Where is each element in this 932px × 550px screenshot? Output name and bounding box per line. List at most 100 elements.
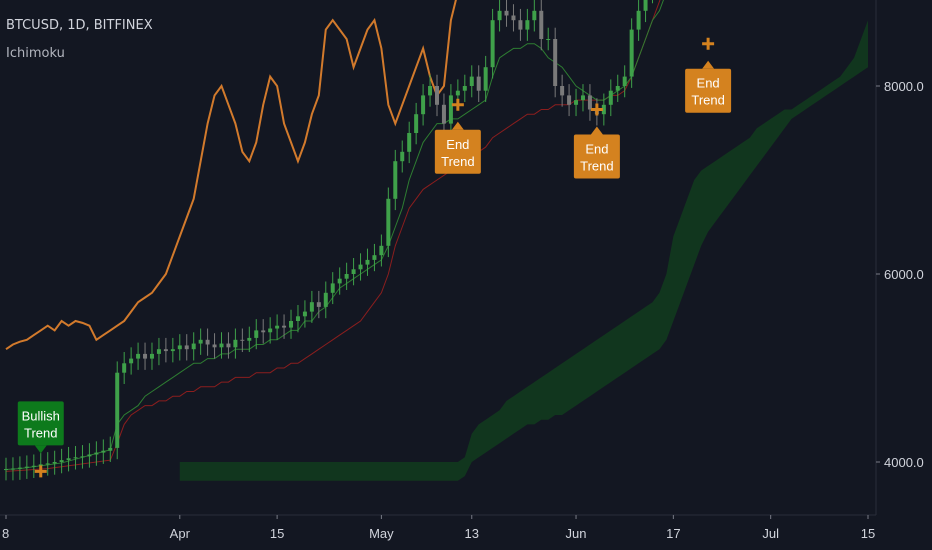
candle-body [177,345,182,350]
marker-cross-icon [451,98,464,111]
candle-body [553,39,558,86]
x-tick-label: Jul [762,526,779,541]
candle-body [31,465,36,467]
candle-body [240,339,245,341]
candle-body [80,456,85,458]
label-pointer [34,445,47,454]
candle-body [372,255,377,260]
candle-body [115,372,120,448]
candle-body [518,20,523,30]
candle-body [38,464,43,466]
y-tick-label: 6000.0 [884,267,924,282]
candle-body [24,466,29,468]
candle-body [316,302,321,307]
candle-body [490,20,495,68]
candle-body [525,20,530,30]
candle-body [136,353,141,359]
candle-body [511,15,516,21]
marker-cross-icon [590,103,603,116]
candle-body [59,460,64,462]
candle-body [163,349,168,352]
candle-body [351,269,356,274]
candle-body [567,95,572,105]
conversion-line [5,0,664,471]
candle-body [143,353,148,359]
candle-body [129,358,134,364]
marker-label-line1: End [446,137,469,152]
candle-body [441,104,446,124]
x-tick-label: 15 [270,526,284,541]
candle-body [358,264,363,270]
candle-body [219,343,224,348]
candle-body [233,339,238,348]
lagging-span [5,0,457,351]
label-pointer [451,121,464,130]
end-trend-label[interactable] [573,134,620,179]
candle-body [393,161,398,199]
marker-cross-icon [34,465,47,478]
candle-body [268,328,273,333]
candle-body [94,452,99,455]
marker-label-line2: Trend [580,159,613,174]
candle-body [52,462,57,464]
candle-body [344,274,349,279]
candle-body [289,321,294,328]
bullish-trend-label[interactable] [17,401,64,446]
candle-body [295,316,300,321]
candle-body [455,90,460,96]
candle-body [435,86,439,105]
candle-body [66,458,71,461]
candle-body [337,278,342,284]
x-tick-label: 13 [465,526,479,541]
candle-body [580,95,585,101]
candle-body [101,450,106,453]
marker-label-line2: Trend [441,154,474,169]
marker-label-line1: End [697,76,720,91]
end-trend-label[interactable] [685,68,732,113]
base-line [5,0,661,472]
candle-body [643,0,648,11]
candle-body [108,447,113,451]
candle-body [261,330,266,333]
candle-body [574,100,579,105]
candle-body [497,10,502,21]
marker-label-line2: Trend [24,425,57,440]
candle-body [254,330,259,338]
indicator-label: Ichimoku [6,46,65,61]
candle-body [615,86,620,91]
candle-body [629,29,634,77]
y-tick-label: 8000.0 [884,79,924,94]
candle-body [560,86,565,96]
candle-body [483,67,488,91]
candle-body [87,454,92,457]
candle-body [546,39,551,40]
candle-body [10,468,15,470]
candle-body [156,349,161,354]
end-trend-label[interactable] [434,129,481,174]
candle-body [4,469,8,471]
candle-body [212,344,217,348]
candle-body [636,10,641,30]
candle-body [400,151,405,162]
candle-body [532,10,537,21]
candle-body [205,339,210,345]
marker-label-line1: End [585,142,608,157]
candle-body [504,10,509,16]
marker-cross-icon [702,37,715,50]
candle-body [122,363,127,373]
chart-title: BTCUSD, 1D, BITFINEX [6,18,153,33]
candle-body [17,467,22,469]
candle-body [275,325,280,329]
candle-body [428,86,433,96]
y-tick-label: 4000.0 [884,455,924,470]
candle-body [330,283,335,293]
x-tick-label: Apr [170,526,191,541]
candle-body [587,95,592,110]
x-tick-label: 15 [861,526,875,541]
candle-body [407,133,412,152]
candle-body [601,104,606,115]
candle-body [226,343,231,348]
ichimoku-cloud [179,20,868,481]
marker-label-line1: Bullish [22,408,60,423]
